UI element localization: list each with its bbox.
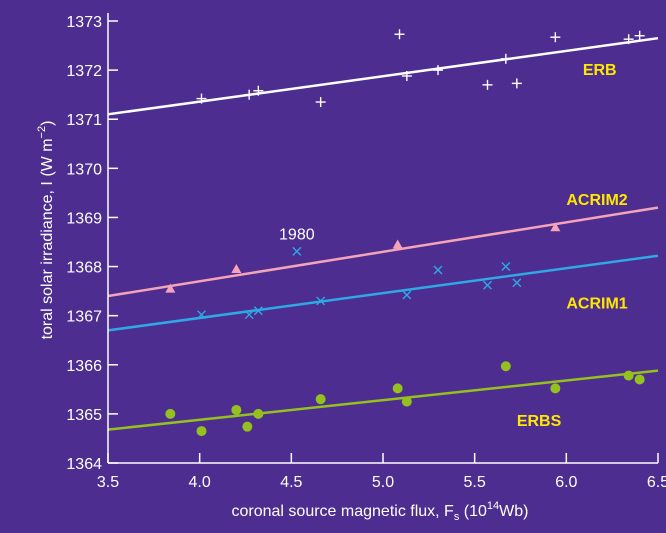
- axes: 1364 1365 1366 1367 1368 1369 1370 1371 1372 1373…: [66, 13, 666, 491]
- data-point-erbs: [623, 370, 634, 381]
- data-point-acrim1: [501, 262, 511, 272]
- x-tick-label: 5.0: [372, 474, 394, 491]
- data-point-erb: [315, 97, 326, 108]
- x-marker-b: [292, 246, 302, 256]
- x-axis-label-unit-open: (10: [459, 503, 487, 520]
- x-tick-label: 4.5: [280, 474, 302, 491]
- y-axis-label-sup: −2: [36, 126, 48, 139]
- data-point-acrim1: [483, 280, 492, 290]
- data-point-erbs: [242, 421, 253, 432]
- data-point-acrim1: [253, 306, 263, 316]
- x-axis-label-main: coronal source magnetic flux, F: [232, 503, 455, 520]
- x-marker-b: [433, 265, 443, 275]
- fit-line-acrim1: [107, 254, 659, 332]
- data-point-erb: [401, 71, 412, 82]
- data-point-acrim1: [433, 265, 443, 275]
- plot-area: ERB ACRIM2 ACRIM1 ERBS 1980: [107, 29, 659, 437]
- y-tick-label: 1364: [66, 456, 102, 473]
- x-marker-b: [244, 310, 254, 320]
- data-point-acrim2: [550, 222, 561, 232]
- data-point-acrim2: [165, 283, 176, 293]
- series-label-acrim1: ACRIM1: [566, 295, 627, 312]
- data-point-acrim1: [512, 278, 522, 288]
- data-point-erb: [500, 53, 511, 64]
- y-axis-label-close: ): [39, 121, 56, 126]
- y-tick-label: 1372: [66, 63, 102, 80]
- data-point-erb: [394, 29, 405, 40]
- data-point-erbs: [500, 361, 511, 372]
- x-axis-label-sub: s: [454, 511, 460, 523]
- y-axis-label-main: toral solar irradiance, I (W m: [39, 138, 56, 339]
- data-point-erb: [550, 32, 561, 43]
- y-tick-label: 1369: [66, 210, 102, 227]
- y-tick-label: 1365: [66, 407, 102, 424]
- y-tick-label: 1371: [66, 112, 102, 129]
- data-point-erbs: [550, 383, 561, 394]
- x-tick-label: 4.0: [189, 474, 211, 491]
- y-axis-label: toral solar irradiance, I (W m−2): [36, 121, 56, 340]
- x-tick-label: 3.5: [97, 474, 119, 491]
- data-point-erb: [244, 89, 255, 100]
- y-tick-label: 1373: [66, 14, 102, 31]
- data-point-acrim1: [244, 310, 254, 320]
- data-point-erbs: [231, 404, 242, 415]
- series-label-acrim2: ACRIM2: [566, 192, 627, 209]
- data-point-acrim2: [392, 239, 403, 249]
- x-marker-b: [253, 306, 263, 316]
- annotation-label: 1980: [279, 227, 315, 244]
- x-tick-label: 5.5: [464, 474, 486, 491]
- y-tick-label: 1368: [66, 260, 102, 277]
- data-point-acrim1: [402, 290, 412, 300]
- data-point-acrim1: [316, 296, 326, 306]
- data-point-erb: [196, 93, 207, 104]
- data-point-erb: [482, 79, 493, 90]
- x-marker-b: [402, 290, 412, 300]
- x-tick-label: 6.5: [647, 474, 666, 491]
- data-point-erb: [253, 85, 264, 96]
- y-tick-label: 1367: [66, 309, 102, 326]
- data-point-acrim2: [231, 264, 242, 274]
- fit-line-erbs: [107, 369, 659, 431]
- data-point-erb: [623, 34, 634, 45]
- x-tick-label: 6.0: [555, 474, 577, 491]
- data-point-erbs: [392, 383, 403, 394]
- y-tick-label: 1370: [66, 161, 102, 178]
- x-marker-b: [197, 310, 206, 320]
- data-point-erbs: [196, 426, 207, 437]
- data-point-erb: [634, 30, 645, 41]
- data-point-erb: [511, 78, 522, 89]
- data-point-erbs: [165, 408, 176, 419]
- fit-line-acrim2: [107, 206, 659, 298]
- x-marker-b: [483, 280, 492, 290]
- x-axis-label: coronal source magnetic flux, Fs (1014Wb…: [232, 500, 529, 523]
- data-point-acrim1: [197, 310, 206, 320]
- series-label-erb: ERB: [583, 62, 617, 79]
- fit-line-erb: [107, 36, 659, 116]
- data-point-acrim1: [292, 246, 302, 256]
- data-point-erbs: [253, 408, 264, 419]
- x-marker-b: [512, 278, 522, 288]
- x-marker-b: [501, 262, 511, 272]
- series-label-erbs: ERBS: [517, 413, 562, 430]
- data-point-erbs: [315, 394, 326, 405]
- x-axis-label-unit-close: Wb): [499, 503, 528, 520]
- data-point-erbs: [401, 396, 412, 407]
- y-tick-label: 1366: [66, 358, 102, 375]
- data-point-erb: [433, 65, 443, 76]
- x-marker-b: [316, 296, 326, 306]
- data-point-erbs: [634, 374, 645, 385]
- x-axis-label-unit-sup: 14: [487, 500, 499, 512]
